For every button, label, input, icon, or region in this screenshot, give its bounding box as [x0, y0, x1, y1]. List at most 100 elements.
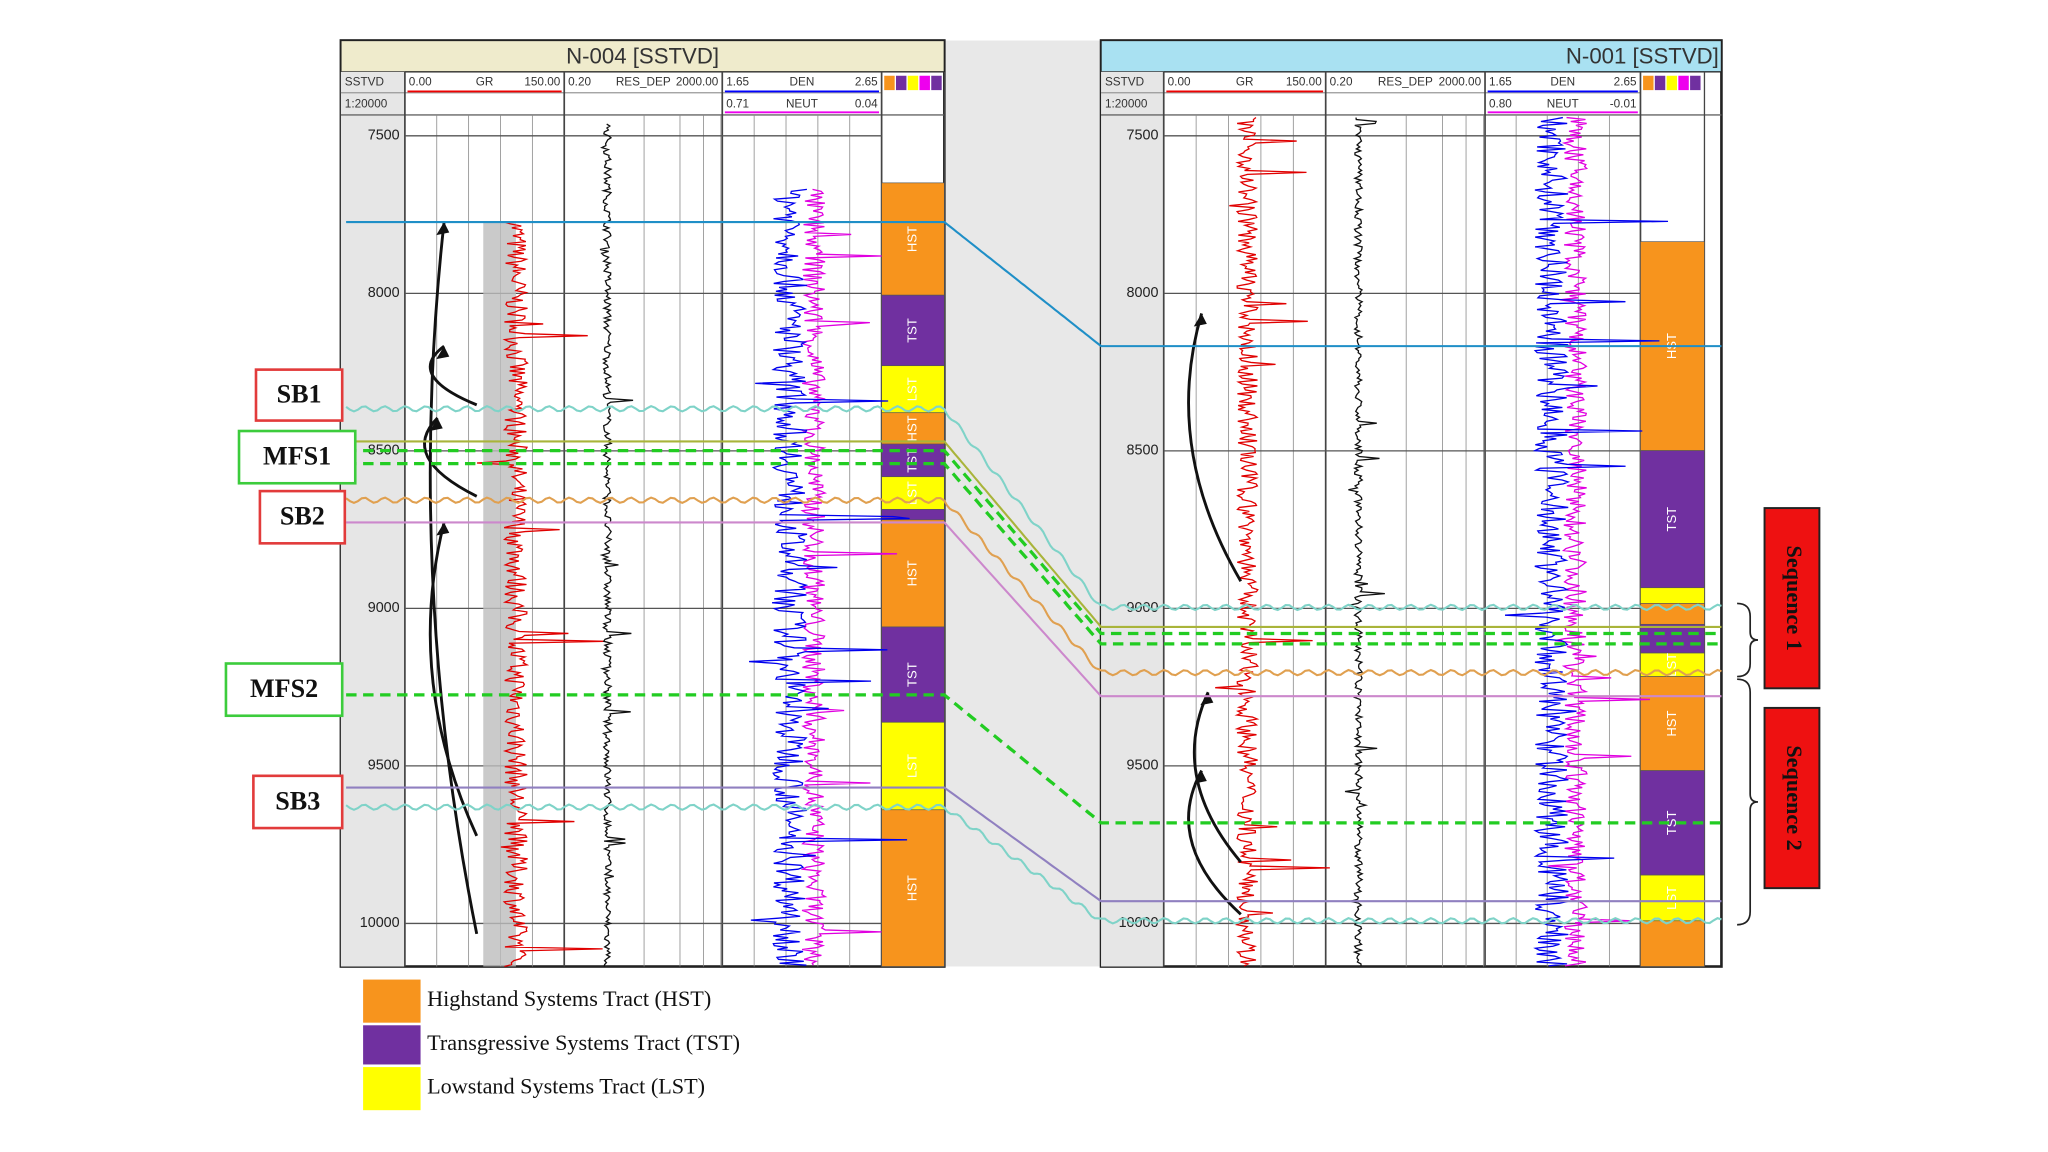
track-header: 0.20: [568, 75, 591, 88]
systems-tract-label: TST: [904, 318, 919, 343]
marker-box: [224, 662, 344, 718]
marker-box: [237, 429, 357, 485]
marker-box: [258, 489, 347, 545]
systems-tract: [1640, 587, 1705, 604]
well-title: N-004 [SSTVD]: [566, 43, 719, 68]
systems-tract: [1640, 450, 1705, 589]
sequence-box: [1763, 706, 1821, 890]
track-header: 0.04: [855, 98, 878, 111]
systems-tract: [1640, 920, 1705, 967]
depth-label: 10000: [360, 915, 400, 931]
systems-tract: [881, 294, 945, 367]
track-header: DEN: [1550, 75, 1575, 88]
track-header: 2.65: [855, 75, 878, 88]
depth-label: 9500: [368, 758, 400, 774]
arrow-head: [1193, 313, 1207, 327]
arrow-head: [436, 346, 450, 360]
depth-label: 8500: [1127, 443, 1159, 459]
tract-header-swatch: [1643, 75, 1654, 91]
trend-arrow: [428, 344, 478, 407]
systems-tract-label: HST: [1664, 711, 1679, 737]
depth-label: 7500: [1127, 128, 1159, 144]
tract-header-swatch: [895, 75, 907, 91]
well-panel: [339, 39, 946, 968]
track-header: 150.00: [524, 75, 560, 88]
track-header: 0.80: [1489, 98, 1512, 111]
legend-label: Lowstand Systems Tract (LST): [427, 1074, 705, 1099]
systems-tract-label: LST: [904, 754, 919, 778]
systems-tract-label: HST: [904, 226, 919, 252]
sequence-brace: [1737, 602, 1759, 678]
track-header: 1.65: [1489, 75, 1512, 88]
systems-tract: [881, 412, 945, 445]
track-header: 1:20000: [1105, 98, 1148, 111]
depth-track: [1101, 71, 1164, 967]
marker-label: SB2: [280, 502, 325, 531]
track-header: 1.65: [726, 75, 749, 88]
systems-tract: [881, 519, 945, 628]
systems-tract: [881, 809, 945, 967]
trend-arrow: [428, 522, 479, 837]
track-header: 0.00: [409, 75, 432, 88]
systems-tract-label: HST: [904, 875, 919, 901]
legend-label: Transgressive Systems Tract (TST): [427, 1030, 740, 1055]
marker-box: [252, 774, 344, 830]
legend-label: Highstand Systems Tract (HST): [427, 986, 711, 1011]
well-title-bar: [1100, 39, 1723, 73]
arrow-head: [436, 522, 450, 536]
track-header: SSTVD: [345, 75, 384, 88]
sequence-label: Sequence 2: [1782, 745, 1807, 850]
correlation-line: [345, 405, 1722, 612]
marker-label: MFS1: [263, 441, 331, 470]
track-header: GR: [476, 75, 494, 88]
depth-label: 9500: [1127, 758, 1159, 774]
marker-label: SB3: [275, 786, 320, 815]
marker-label: SB1: [277, 379, 322, 408]
depth-label: 8000: [1127, 285, 1159, 301]
track-header: 2.65: [1614, 75, 1637, 88]
figure-body: N-004 [SSTVD] SSTVD 0.00 GR 150.00 0.20 RES_DE…: [224, 39, 1821, 1111]
systems-tract: [881, 365, 945, 414]
track-header: 2000.00: [676, 75, 719, 88]
systems-tract: [881, 721, 945, 811]
systems-tract-label: TST: [1664, 507, 1679, 532]
track-header: GR: [1236, 75, 1254, 88]
systems-tract: [1640, 676, 1705, 771]
systems-tract-label: TST: [904, 448, 919, 473]
systems-tract-label: LST: [904, 377, 919, 401]
legend-swatch: [363, 1025, 421, 1065]
systems-tract-label: TST: [904, 662, 919, 687]
tract-header-swatch: [884, 75, 895, 91]
systems-tract-label: TST: [1664, 810, 1679, 835]
depth-track: [340, 71, 405, 967]
track-header: 0.71: [726, 98, 749, 111]
tract-header-swatch: [1654, 75, 1666, 91]
track-header: NEUT: [1547, 98, 1579, 111]
well-title: N-001 [SSTVD]: [1566, 43, 1719, 68]
systems-tract-label: LST: [1664, 886, 1679, 910]
track-header: 150.00: [1286, 75, 1322, 88]
arrow-head: [436, 222, 450, 236]
sequence-brace: [1737, 678, 1759, 926]
tract-header-swatch: [1666, 75, 1678, 91]
tract-header-swatch: [907, 75, 919, 91]
track-header: 1:20000: [345, 98, 388, 111]
systems-tract: [881, 476, 945, 510]
gr-curve: [476, 221, 605, 968]
track-header: 0.00: [1168, 75, 1191, 88]
depth-label: 7500: [368, 128, 400, 144]
depth-label: 9000: [1127, 600, 1159, 616]
arrow-head: [1193, 770, 1207, 784]
systems-tract: [1640, 623, 1705, 654]
correlation-line: [346, 440, 1722, 628]
marker-box: [254, 368, 344, 422]
tract-header-swatch: [931, 75, 942, 91]
systems-tract: [881, 182, 945, 296]
neut-curve: [800, 188, 898, 966]
res-curve: [599, 123, 634, 967]
trend-arrow: [1187, 313, 1243, 582]
sequence-label: Sequence 1: [1782, 545, 1807, 650]
legend-swatch: [363, 979, 421, 1023]
marker-label: MFS2: [250, 674, 318, 703]
correlation-line: [346, 220, 1722, 348]
